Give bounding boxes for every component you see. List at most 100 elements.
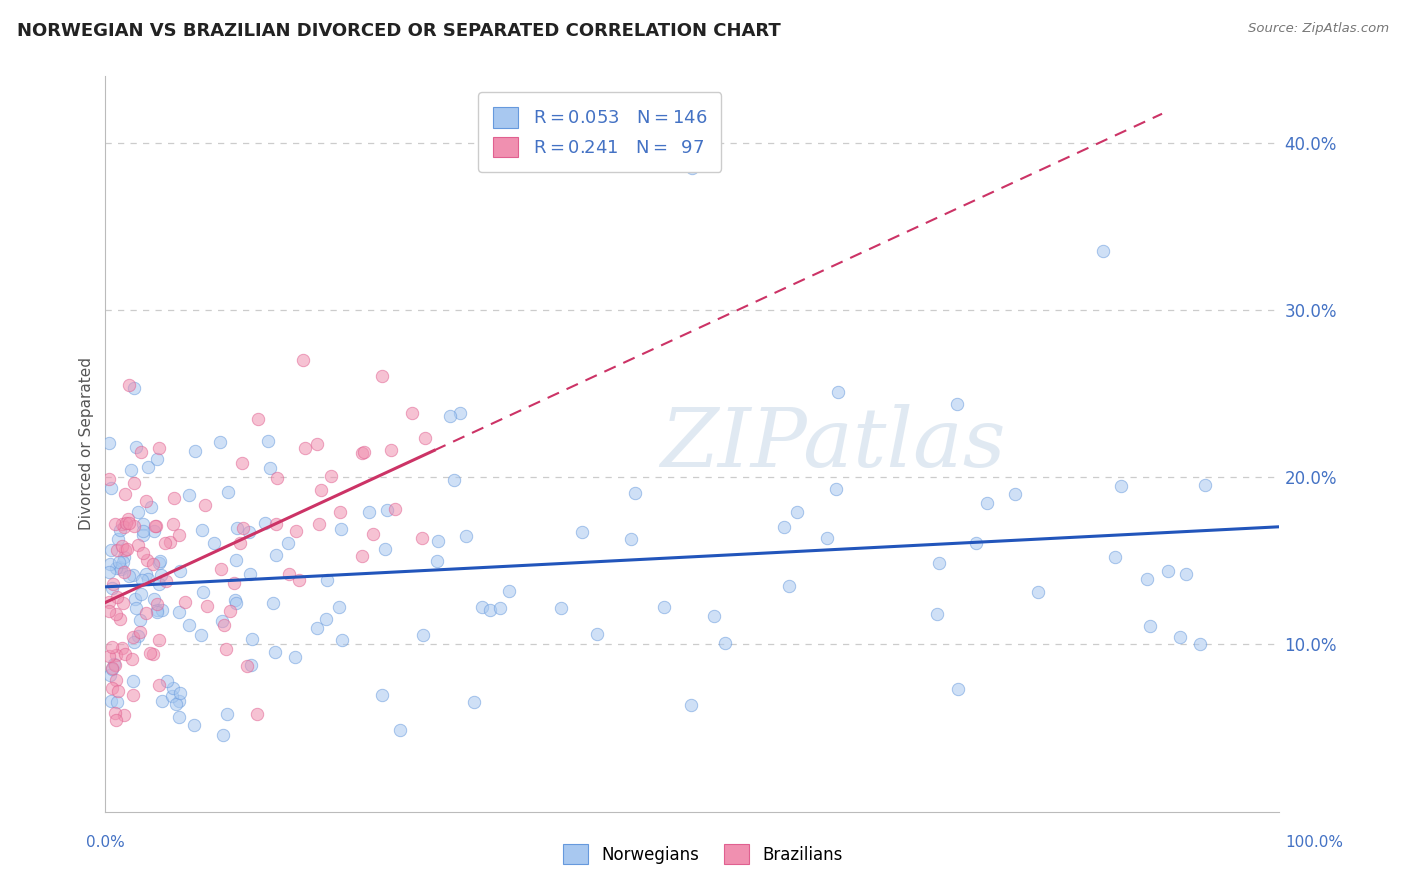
Point	[167, 710, 190, 724]
Point	[100, 581, 122, 595]
Point	[498, 584, 520, 599]
Point	[98, 648, 121, 663]
Point	[714, 635, 737, 649]
Point	[101, 681, 124, 695]
Point	[305, 436, 328, 450]
Point	[454, 529, 477, 543]
Point	[257, 434, 280, 448]
Point	[150, 603, 173, 617]
Point	[145, 605, 167, 619]
Point	[139, 646, 162, 660]
Point	[238, 525, 260, 540]
Point	[209, 434, 232, 449]
Point	[1139, 619, 1161, 633]
Point	[114, 542, 136, 557]
Point	[112, 565, 135, 579]
Point	[105, 590, 128, 604]
Point	[149, 568, 172, 582]
Point	[104, 517, 127, 532]
Point	[363, 527, 385, 541]
Point	[412, 628, 434, 642]
Point	[352, 446, 374, 460]
Point	[426, 553, 449, 567]
Point	[377, 503, 399, 517]
Point	[328, 599, 350, 614]
Point	[143, 519, 166, 533]
Point	[225, 595, 247, 609]
Point	[359, 505, 381, 519]
Point	[131, 517, 153, 532]
Point	[388, 723, 411, 737]
Point	[146, 603, 169, 617]
Point	[246, 707, 269, 722]
Point	[184, 443, 207, 458]
Point	[411, 531, 433, 545]
Point	[371, 688, 394, 702]
Point	[1175, 567, 1198, 582]
Point	[98, 595, 121, 609]
Point	[160, 689, 183, 703]
Point	[316, 573, 339, 587]
Point	[815, 531, 838, 545]
Point	[122, 567, 145, 582]
Point	[976, 496, 998, 510]
Point	[98, 471, 121, 485]
Point	[153, 535, 176, 549]
Point	[294, 441, 316, 455]
Point	[264, 549, 287, 563]
Point	[277, 535, 299, 549]
Point	[125, 601, 148, 615]
Point	[105, 695, 128, 709]
Point	[148, 678, 170, 692]
Point	[1194, 477, 1216, 491]
Point	[443, 474, 465, 488]
Point	[101, 577, 124, 591]
Point	[101, 661, 124, 675]
Point	[329, 505, 352, 519]
Point	[98, 558, 121, 572]
Point	[169, 694, 191, 708]
Point	[165, 697, 187, 711]
Point	[215, 707, 238, 722]
Point	[1004, 487, 1026, 501]
Point	[104, 713, 127, 727]
Point	[773, 520, 796, 534]
Text: ZIPatlas: ZIPatlas	[661, 404, 1007, 483]
Point	[98, 667, 121, 681]
Point	[118, 516, 141, 531]
Point	[1092, 244, 1115, 259]
Point	[177, 488, 200, 502]
Point	[236, 659, 259, 673]
Point	[232, 520, 254, 534]
Point	[1104, 549, 1126, 564]
Point	[266, 471, 288, 485]
Point	[247, 411, 270, 425]
Point	[105, 648, 128, 662]
Point	[132, 524, 155, 539]
Point	[624, 486, 647, 500]
Point	[212, 729, 235, 743]
Point	[142, 557, 165, 571]
Point	[136, 553, 159, 567]
Legend: Norwegians, Brazilians: Norwegians, Brazilians	[557, 838, 849, 871]
Point	[115, 542, 138, 557]
Point	[129, 445, 152, 459]
Point	[202, 536, 225, 550]
Point	[100, 694, 122, 708]
Point	[174, 595, 197, 609]
Point	[471, 599, 494, 614]
Point	[148, 632, 170, 647]
Point	[380, 443, 402, 458]
Point	[136, 460, 159, 475]
Point	[679, 698, 702, 713]
Point	[111, 640, 134, 655]
Point	[150, 694, 173, 708]
Text: NORWEGIAN VS BRAZILIAN DIVORCED OR SEPARATED CORRELATION CHART: NORWEGIAN VS BRAZILIAN DIVORCED OR SEPAR…	[17, 22, 780, 40]
Point	[284, 524, 307, 538]
Point	[652, 599, 675, 614]
Point	[1168, 630, 1191, 644]
Point	[122, 476, 145, 491]
Point	[167, 605, 190, 619]
Point	[229, 535, 252, 549]
Point	[115, 516, 138, 530]
